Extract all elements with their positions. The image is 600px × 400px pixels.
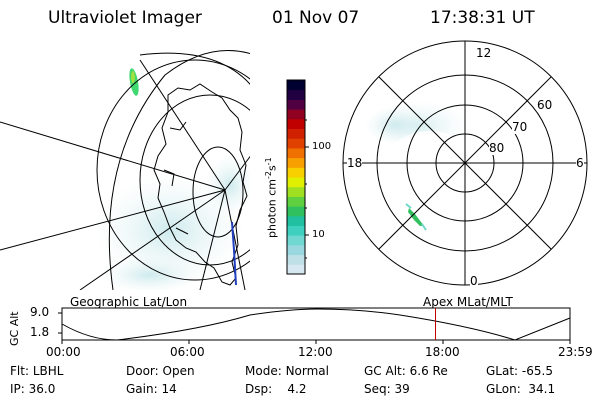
altitude-curve	[61, 308, 571, 341]
timeline-tick-label: 18:00	[425, 345, 460, 359]
glat-info: GLat: -65.5	[486, 364, 553, 378]
mode-info: Mode: Normal	[245, 364, 329, 378]
timeline-frame	[61, 307, 571, 341]
glat-label: GLat:	[486, 364, 519, 378]
timeline-tick-label: 06:00	[170, 345, 205, 359]
auroral-haze-center	[205, 155, 250, 215]
geographic-panel-label: Geographic Lat/Lon	[70, 295, 188, 309]
gain-label: Gain:	[126, 382, 158, 396]
auroral-oval-haze-left	[365, 107, 425, 143]
auroral-spot-core	[131, 71, 135, 83]
filter-value: LBHL	[32, 364, 64, 378]
meridian-line	[0, 189, 226, 251]
mlt-label-0: 0	[470, 274, 478, 288]
colorbar-segment	[287, 186, 305, 197]
timeline-ylabel: GC Alt	[8, 311, 21, 346]
auroral-arc	[408, 208, 424, 226]
gain-value: 14	[161, 382, 177, 396]
seq-label: Seq:	[364, 382, 391, 396]
colorbar-segment	[287, 118, 305, 129]
mlt-diagonal	[378, 76, 552, 250]
auroral-arc-edge	[405, 203, 427, 231]
door-label: Door:	[126, 364, 159, 378]
gcalt-info: GC Alt: 6.6 Re	[364, 364, 448, 378]
ip-info: IP: 36.0	[10, 382, 55, 396]
colorbar-segment	[287, 128, 305, 139]
colorbar-segment	[287, 167, 305, 178]
colorbar-segment	[287, 225, 305, 236]
timeline-y-top: 9.0	[30, 305, 50, 319]
time-label: 17:38:31 UT	[430, 8, 535, 28]
colorbar-segment	[287, 157, 305, 168]
dsp-label: Dsp:	[245, 382, 273, 396]
colorbar-segment	[287, 147, 305, 159]
colorbar-segment	[287, 235, 305, 246]
door-value: Open	[162, 364, 195, 378]
meridian-line	[224, 189, 246, 290]
ip-label: IP:	[10, 382, 25, 396]
meridian-line	[224, 155, 250, 191]
meridian-line	[0, 121, 226, 191]
dsp-info: Dsp: 4.2	[245, 382, 307, 396]
dsp-value: 4.2	[287, 382, 307, 396]
auroral-haze-lower	[100, 257, 200, 290]
colorbar-segment	[287, 206, 305, 217]
door-info: Door: Open	[126, 364, 195, 378]
latitude-circle	[108, 50, 250, 290]
latitude-circle	[192, 146, 244, 238]
filter-label: Flt:	[10, 364, 29, 378]
apex-panel-label: Apex MLat/MLT	[423, 295, 513, 309]
colorbar-segment	[287, 196, 305, 207]
colorbar-segment	[287, 254, 305, 265]
instrument-title: Ultraviolet Imager	[48, 8, 202, 28]
ip-value: 36.0	[28, 382, 56, 396]
mlt-label-18: 18	[347, 156, 363, 170]
meridian-line	[199, 189, 226, 290]
colorbar-tick-label-100: 100	[312, 141, 332, 152]
glon-info: GLon: 34.1	[486, 382, 555, 396]
dayside-edge	[231, 221, 237, 286]
seq-info: Seq: 39	[364, 382, 410, 396]
coastline-ice-shelf	[163, 121, 189, 235]
glon-label: GLon:	[486, 382, 521, 396]
mlt-label-6: 6	[576, 156, 584, 170]
filter-info: Flt: LBHL	[10, 364, 63, 378]
mode-value: Normal	[285, 364, 329, 378]
mlt-label-12: 12	[476, 46, 492, 60]
timeline-tick-label: 00:00	[46, 345, 81, 359]
glat-value: -65.5	[521, 364, 553, 378]
timeline-tick-label: 12:00	[298, 345, 333, 359]
colorbar-segment	[287, 215, 305, 226]
date-label: 01 Nov 07	[272, 8, 360, 28]
colorbar-segment	[287, 244, 305, 256]
mlat-label-80: 80	[489, 141, 505, 155]
timeline-y-bottom: 1.8	[30, 325, 50, 339]
mode-label: Mode:	[245, 364, 282, 378]
timeline-tick-label: 23:59	[558, 345, 593, 359]
latitude-circle	[96, 59, 250, 281]
seq-value: 39	[394, 382, 410, 396]
meridian-line	[79, 189, 226, 290]
mlat-label-60: 60	[537, 98, 553, 112]
gain-info: Gain: 14	[126, 382, 177, 396]
colorbar-frame	[286, 79, 306, 275]
glon-value: 34.1	[528, 382, 556, 396]
gcalt-label: GC Alt:	[364, 364, 406, 378]
mlat-label-70: 70	[512, 120, 528, 134]
meridian-line	[139, 59, 226, 191]
colorbar-segment	[287, 109, 305, 120]
colorbar-segment	[287, 89, 305, 100]
gcalt-value: 6.6 Re	[409, 364, 448, 378]
colorbar-segment	[287, 138, 305, 149]
colorbar-segment	[287, 264, 305, 275]
colorbar-segment	[287, 177, 305, 188]
colorbar-tick-label-10: 10	[312, 229, 325, 240]
colorbar-segment	[287, 99, 305, 110]
latitude-circle	[139, 52, 250, 85]
colorbar-segment	[287, 80, 305, 91]
